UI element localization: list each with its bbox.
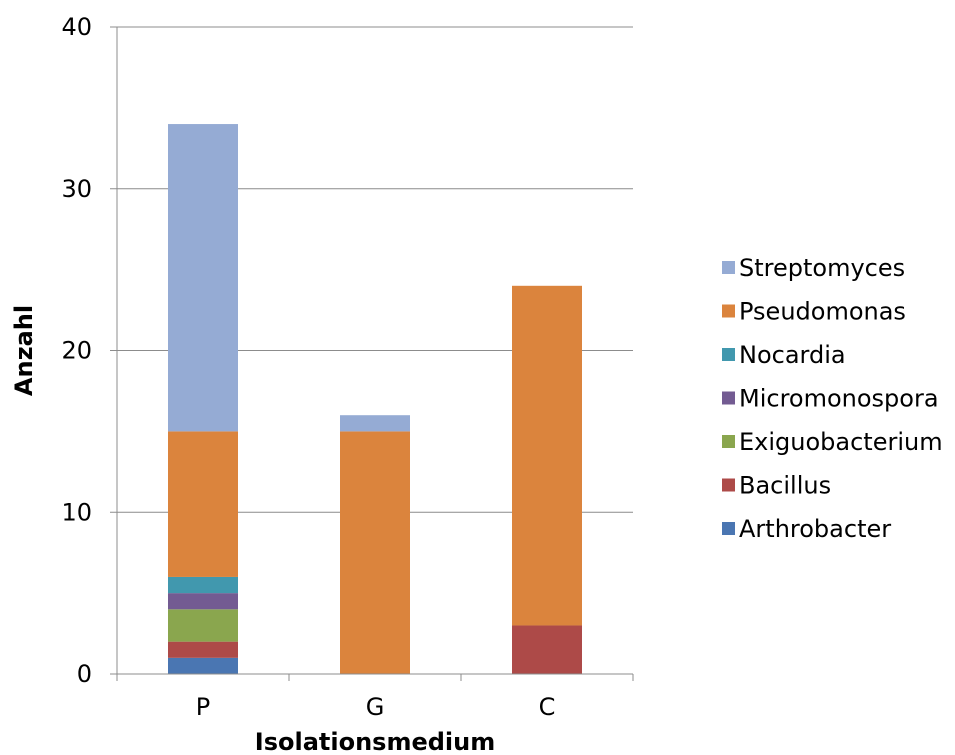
legend-swatch <box>722 435 735 448</box>
legend-swatch <box>722 304 735 318</box>
bar-segment-c-pseudomonas <box>512 285 582 626</box>
bar-segment-g-pseudomonas <box>340 431 410 674</box>
y-tick-labels: 0 10 20 30 40 <box>61 13 92 688</box>
y-tick-label: 0 <box>77 660 92 688</box>
bar-segment-p-arthrobacter <box>168 657 238 674</box>
legend-label: Arthrobacter <box>739 515 891 543</box>
legend-swatch <box>722 391 735 405</box>
x-tick-label: C <box>539 693 556 721</box>
y-tick-label: 30 <box>61 175 92 203</box>
bar-segment-p-bacillus <box>168 641 238 658</box>
legend-item-streptomyces: Streptomyces <box>722 254 905 282</box>
x-tick-label: P <box>196 693 210 721</box>
x-tick-label: G <box>366 693 385 721</box>
y-tick-label: 20 <box>61 337 92 365</box>
legend-swatch <box>722 261 735 274</box>
legend-label: Micromonospora <box>739 385 939 413</box>
legend-label: Pseudomonas <box>739 298 906 326</box>
y-axis-title: Anzahl <box>10 305 38 396</box>
legend-item-micromonospora: Micromonospora <box>722 385 939 413</box>
legend-swatch <box>722 478 735 492</box>
bar-segment-p-micromonospora <box>168 593 238 610</box>
legend-label: Streptomyces <box>739 254 905 282</box>
legend: Streptomyces Pseudomonas Nocardia Micromono… <box>722 254 943 543</box>
legend-swatch <box>722 522 735 535</box>
legend-label: Exiguobacterium <box>739 428 943 456</box>
legend-label: Nocardia <box>739 341 846 369</box>
bar-segment-p-nocardia <box>168 576 238 594</box>
legend-label: Bacillus <box>739 472 831 500</box>
legend-item-arthrobacter: Arthrobacter <box>722 515 891 543</box>
y-tick-label: 10 <box>61 498 92 526</box>
legend-item-pseudomonas: Pseudomonas <box>722 298 906 326</box>
legend-item-bacillus: Bacillus <box>722 472 831 500</box>
y-tick-label: 40 <box>61 13 92 41</box>
x-axis-title: Isolationsmedium <box>255 728 495 755</box>
axes <box>110 26 634 681</box>
legend-item-nocardia: Nocardia <box>722 341 846 369</box>
legend-swatch <box>722 348 735 361</box>
legend-item-exiguobacterium: Exiguobacterium <box>722 428 943 456</box>
bar-segment-p-streptomyces <box>168 124 238 432</box>
bars <box>168 124 582 674</box>
bar-segment-p-pseudomonas <box>168 431 238 577</box>
bar-segment-p-exiguobacterium <box>168 609 238 642</box>
bar-segment-g-streptomyces <box>340 415 410 432</box>
bar-segment-c-bacillus <box>512 625 582 674</box>
